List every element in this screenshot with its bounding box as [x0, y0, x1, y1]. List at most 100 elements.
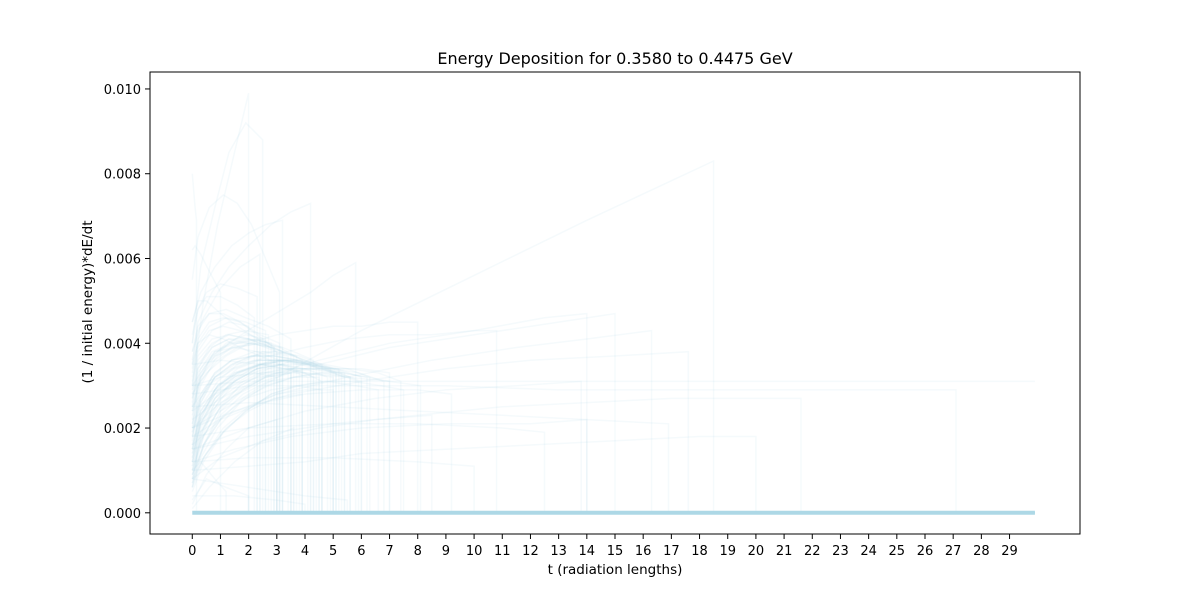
series-line-44 [191, 334, 1035, 514]
series-line-12 [191, 333, 1035, 514]
series-line-28 [191, 359, 1035, 514]
x-tick-label: 15 [607, 544, 624, 559]
series-line-35 [191, 329, 1035, 514]
series-line-27 [191, 308, 1035, 514]
x-tick-label: 24 [860, 544, 877, 559]
series-line-52 [191, 295, 1035, 514]
y-tick-label: 0.000 [104, 507, 141, 522]
series-line-66 [191, 261, 1035, 514]
series-line-40 [191, 312, 1035, 514]
chart-title: Energy Deposition for 0.3580 to 0.4475 G… [437, 49, 792, 68]
series-line-41 [191, 367, 1035, 514]
series-line-33 [191, 359, 1035, 514]
series-line-11 [191, 372, 1035, 514]
series-line-69 [191, 321, 1035, 514]
series-line-37 [191, 334, 1035, 514]
x-tick-label: 20 [748, 544, 765, 559]
series-line-14 [191, 338, 1035, 514]
x-axis-label: t (radiation lengths) [548, 562, 683, 578]
series-line-47 [191, 359, 1035, 514]
series-line-43 [191, 372, 1035, 514]
series-line-6 [191, 338, 1035, 514]
x-tick-label: 23 [832, 544, 849, 559]
x-tick-label: 19 [719, 544, 736, 559]
series-line-1 [191, 363, 1035, 514]
x-tick-label: 14 [579, 544, 596, 559]
x-tick-label: 9 [442, 544, 450, 559]
series-line-13 [191, 359, 1035, 514]
x-tick-label: 4 [301, 544, 309, 559]
series-line-31 [191, 372, 1035, 514]
series-line-34 [191, 359, 1035, 514]
series-line-42 [191, 355, 1035, 514]
x-tick-label: 5 [329, 544, 337, 559]
x-tick-label: 27 [945, 544, 962, 559]
x-tick-label: 6 [357, 544, 365, 559]
series-line-55 [191, 376, 1035, 514]
x-tick-label: 8 [414, 544, 422, 559]
series-line-63 [191, 202, 1035, 514]
x-tick-label: 7 [385, 544, 393, 559]
series-line-36 [191, 380, 1035, 514]
series-lines [191, 93, 1035, 515]
x-tick-label: 2 [244, 544, 252, 559]
series-line-16 [191, 380, 1035, 514]
series-line-32 [191, 300, 1035, 514]
series-line-60 [191, 193, 1035, 514]
series-line-20 [191, 393, 1035, 514]
series-line-58 [191, 359, 1035, 514]
series-line-49 [191, 342, 1035, 514]
x-tick-label: 26 [917, 544, 934, 559]
series-line-7 [191, 384, 1035, 514]
series-line-75 [192, 380, 1035, 514]
x-axis-ticks: 0 1 2 3 4 5 6 7 8 9 10 11 12 13 14 15 16 17 18 19 20 21 22 23 24… [188, 534, 1018, 559]
x-tick-label: 13 [550, 544, 567, 559]
y-axis-ticks: 0.000 0.002 0.004 0.006 0.008 0.010 [104, 83, 150, 522]
series-line-22 [191, 359, 1035, 514]
series-line-71 [191, 312, 1035, 514]
x-tick-label: 18 [691, 544, 708, 559]
x-tick-label: 29 [1001, 544, 1018, 559]
series-line-15 [191, 363, 1035, 514]
y-axis-label: (1 / initial energy)*dE/dt [80, 221, 96, 384]
series-line-86 [191, 159, 1035, 514]
series-line-50 [191, 355, 1035, 514]
y-tick-label: 0.002 [104, 422, 141, 437]
series-line-74 [192, 350, 1035, 514]
series-line-53 [191, 367, 1035, 514]
x-tick-label: 1 [216, 544, 224, 559]
series-line-10 [191, 367, 1035, 514]
series-line-76 [192, 418, 1035, 514]
series-line-84 [192, 423, 1035, 514]
series-line-2 [191, 372, 1035, 514]
series-line-26 [191, 372, 1035, 514]
series-line-81 [192, 435, 1035, 514]
x-tick-label: 10 [466, 544, 483, 559]
series-line-45 [191, 363, 1035, 514]
series-line-73 [191, 329, 1035, 514]
series-line-46 [191, 317, 1035, 514]
y-tick-label: 0.006 [104, 252, 141, 267]
series-line-24 [191, 367, 1035, 514]
series-line-93 [191, 414, 1035, 514]
series-line-0 [191, 363, 1035, 514]
x-tick-label: 0 [188, 544, 196, 559]
y-tick-label: 0.008 [104, 168, 141, 183]
series-line-17 [191, 283, 1035, 514]
x-tick-label: 25 [889, 544, 906, 559]
series-line-57 [191, 317, 1035, 514]
series-line-61 [191, 121, 1035, 514]
x-tick-label: 16 [635, 544, 652, 559]
series-line-51 [191, 363, 1035, 514]
series-line-48 [191, 389, 1035, 514]
series-line-18 [191, 346, 1035, 514]
series-line-30 [191, 350, 1035, 514]
series-line-78 [192, 384, 1035, 514]
x-tick-label: 3 [273, 544, 281, 559]
series-line-8 [191, 350, 1035, 514]
series-line-77 [192, 401, 1035, 514]
series-line-25 [191, 338, 1035, 514]
series-line-91 [191, 389, 1035, 514]
series-line-92 [192, 372, 1035, 514]
